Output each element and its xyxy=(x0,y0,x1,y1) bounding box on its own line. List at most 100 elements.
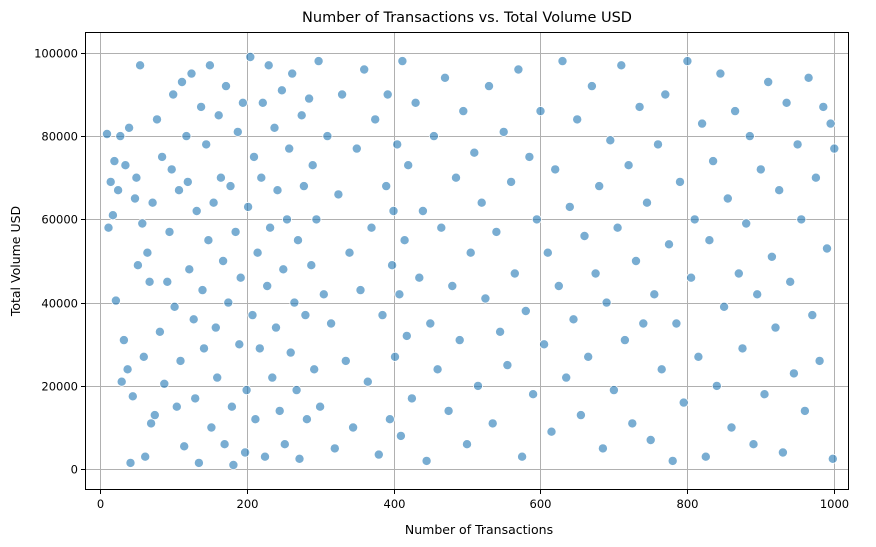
scatter-point xyxy=(612,222,623,233)
scatter-point xyxy=(737,343,748,354)
scatter-point xyxy=(432,364,443,375)
y-axis-label: Total Volume USD xyxy=(8,206,23,317)
scatter-point xyxy=(110,295,121,306)
scatter-point xyxy=(561,372,572,383)
scatter-point xyxy=(120,160,131,171)
scatter-point xyxy=(292,235,303,246)
scatter-point xyxy=(392,139,403,150)
scatter-point xyxy=(799,405,810,416)
x-tick-label: 200 xyxy=(237,497,259,511)
scatter-point xyxy=(144,276,155,287)
scatter-point xyxy=(188,314,199,325)
scatter-point xyxy=(759,389,770,400)
scatter-point xyxy=(267,372,278,383)
scatter-point xyxy=(579,230,590,241)
scatter-point xyxy=(439,72,450,83)
scatter-point xyxy=(287,68,298,79)
scatter-point xyxy=(476,197,487,208)
scatter-point xyxy=(524,151,535,162)
scatter-point xyxy=(169,301,180,312)
scatter-point xyxy=(197,285,208,296)
scatter-point xyxy=(181,131,192,142)
scatter-point xyxy=(138,351,149,362)
data-points xyxy=(102,52,840,470)
scatter-point xyxy=(122,364,133,375)
scatter-point xyxy=(397,56,408,67)
scatter-point xyxy=(619,335,630,346)
scatter-point xyxy=(755,164,766,175)
scatter-point xyxy=(257,97,268,108)
scatter-point xyxy=(388,205,399,216)
scatter-point xyxy=(235,272,246,283)
scatter-point xyxy=(447,280,458,291)
scatter-point xyxy=(107,210,118,221)
scatter-point xyxy=(491,226,502,237)
scatter-point xyxy=(173,185,184,196)
scatter-point xyxy=(125,457,136,468)
scatter-point xyxy=(351,143,362,154)
scatter-point xyxy=(204,60,215,71)
scatter-point xyxy=(827,453,838,464)
scatter-point xyxy=(171,401,182,412)
scatter-point xyxy=(766,251,777,262)
scatter-point xyxy=(586,81,597,92)
scatter-point xyxy=(132,260,143,271)
scatter-point xyxy=(298,181,309,192)
scatter-point xyxy=(193,457,204,468)
scatter-point xyxy=(252,247,263,258)
scatter-point xyxy=(168,89,179,100)
scatter-point xyxy=(237,97,248,108)
scatter-point xyxy=(279,439,290,450)
scatter-point xyxy=(557,56,568,67)
scatter-point xyxy=(395,430,406,441)
scatter-point xyxy=(770,322,781,333)
scatter-point xyxy=(553,280,564,291)
scatter-point xyxy=(564,201,575,212)
scatter-point xyxy=(162,276,173,287)
scatter-point xyxy=(539,339,550,350)
scatter-point xyxy=(700,451,711,462)
scatter-point xyxy=(366,222,377,233)
scatter-point xyxy=(157,151,168,162)
scatter-point xyxy=(381,181,392,192)
scatter-point xyxy=(105,176,116,187)
scatter-point xyxy=(289,297,300,308)
scatter-point xyxy=(495,326,506,337)
scatter-point xyxy=(326,318,337,329)
scatter-point xyxy=(550,164,561,175)
scatter-point xyxy=(796,214,807,225)
scatter-point xyxy=(182,176,193,187)
scatter-point xyxy=(219,439,230,450)
y-tick-label: 60000 xyxy=(41,213,78,227)
scatter-point xyxy=(322,131,333,142)
scatter-point xyxy=(175,355,186,366)
scatter-point xyxy=(487,418,498,429)
scatter-point xyxy=(154,326,165,337)
scatter-point xyxy=(406,393,417,404)
scatter-point xyxy=(113,185,124,196)
scatter-point xyxy=(502,360,513,371)
scatter-point xyxy=(686,272,697,283)
scatter-point xyxy=(535,106,546,117)
scatter-point xyxy=(274,405,285,416)
scatter-point xyxy=(627,418,638,429)
scatter-point xyxy=(454,335,465,346)
scatter-point xyxy=(164,226,175,237)
scatter-point xyxy=(387,260,398,271)
scatter-point xyxy=(425,318,436,329)
scatter-point xyxy=(333,189,344,200)
x-axis-label: Number of Transactions xyxy=(405,522,553,537)
scatter-point xyxy=(220,81,231,92)
scatter-point xyxy=(135,60,146,71)
scatter-point xyxy=(269,122,280,133)
scatter-point xyxy=(818,101,829,112)
scatter-point xyxy=(631,255,642,266)
scatter-point xyxy=(127,391,138,402)
scatter-point xyxy=(118,335,129,346)
scatter-point xyxy=(638,318,649,329)
scatter-point xyxy=(450,172,461,183)
scatter-point xyxy=(384,414,395,425)
scatter-point xyxy=(531,214,542,225)
scatter-point xyxy=(147,197,158,208)
scatter-point xyxy=(542,247,553,258)
